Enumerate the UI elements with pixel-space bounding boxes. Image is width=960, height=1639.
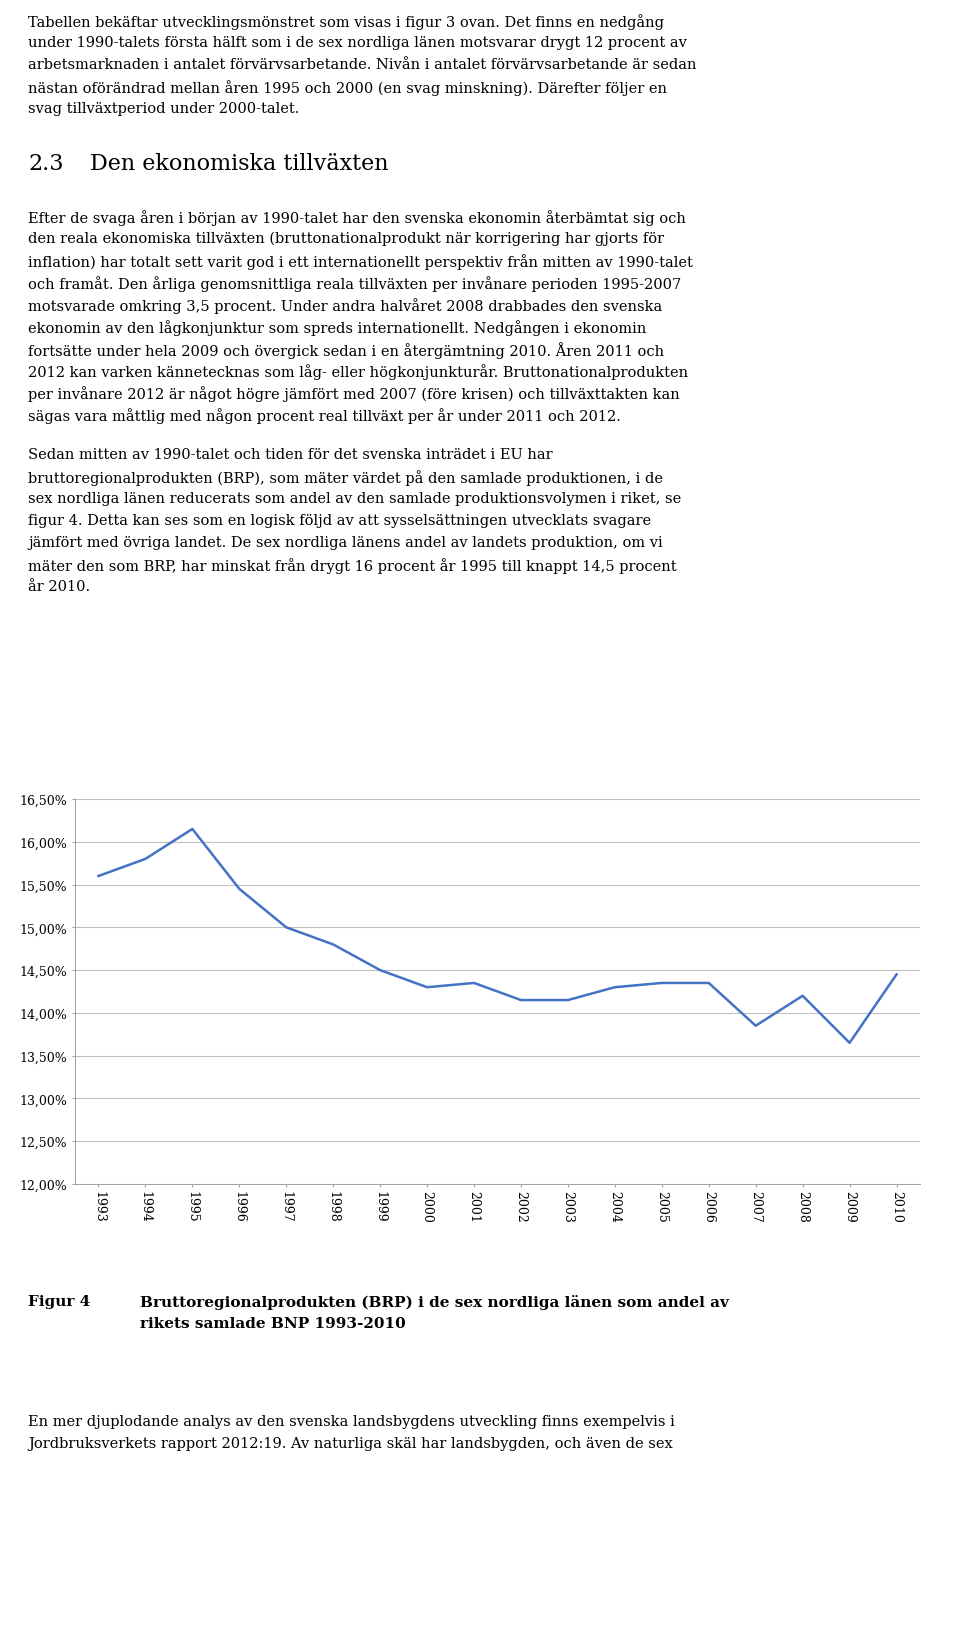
Text: mäter den som BRP, har minskat från drygt 16 procent år 1995 till knappt 14,5 pr: mäter den som BRP, har minskat från dryg…	[28, 557, 677, 574]
Text: arbetsmarknaden i antalet förvärvsarbetande. Nivån i antalet förvärvsarbetande ä: arbetsmarknaden i antalet förvärvsarbeta…	[28, 57, 697, 72]
Text: per invånare 2012 är något högre jämfört med 2007 (före krisen) och tillväxttakt: per invånare 2012 är något högre jämfört…	[28, 385, 680, 402]
Text: Bruttoregionalprodukten (BRP) i de sex nordliga länen som andel av: Bruttoregionalprodukten (BRP) i de sex n…	[140, 1295, 729, 1310]
Text: år 2010.: år 2010.	[28, 580, 90, 593]
Text: Sedan mitten av 1990-talet och tiden för det svenska inträdet i EU har: Sedan mitten av 1990-talet och tiden för…	[28, 447, 553, 462]
Text: svag tillväxtperiod under 2000-talet.: svag tillväxtperiod under 2000-talet.	[28, 102, 300, 116]
Text: Den ekonomiska tillväxten: Den ekonomiska tillväxten	[90, 152, 389, 175]
Text: sägas vara måttlig med någon procent real tillväxt per år under 2011 och 2012.: sägas vara måttlig med någon procent rea…	[28, 408, 621, 423]
Text: den reala ekonomiska tillväxten (bruttonationalprodukt när korrigering har gjort: den reala ekonomiska tillväxten (brutton…	[28, 231, 664, 246]
Text: under 1990-talets första hälft som i de sex nordliga länen motsvarar drygt 12 pr: under 1990-talets första hälft som i de …	[28, 36, 686, 49]
Text: Figur 4: Figur 4	[28, 1295, 90, 1308]
Text: rikets samlade BNP 1993-2010: rikets samlade BNP 1993-2010	[140, 1316, 406, 1331]
Text: Efter de svaga åren i början av 1990-talet har den svenska ekonomin återbämtat s: Efter de svaga åren i början av 1990-tal…	[28, 210, 685, 226]
Text: 2.3: 2.3	[28, 152, 63, 175]
Text: 2012 kan varken kännetecknas som låg- eller högkonjunkturår. Bruttonationalprodu: 2012 kan varken kännetecknas som låg- el…	[28, 364, 688, 380]
Text: ekonomin av den lågkonjunktur som spreds internationellt. Nedgången i ekonomin: ekonomin av den lågkonjunktur som spreds…	[28, 320, 646, 336]
Text: bruttoregionalprodukten (BRP), som mäter värdet på den samlade produktionen, i d: bruttoregionalprodukten (BRP), som mäter…	[28, 470, 663, 485]
Text: motsvarade omkring 3,5 procent. Under andra halvåret 2008 drabbades den svenska: motsvarade omkring 3,5 procent. Under an…	[28, 298, 662, 313]
Text: och framåt. Den årliga genomsnittliga reala tillväxten per invånare perioden 199: och framåt. Den årliga genomsnittliga re…	[28, 275, 682, 292]
Text: jämfört med övriga landet. De sex nordliga länens andel av landets produktion, o: jämfört med övriga landet. De sex nordli…	[28, 536, 662, 549]
Text: Tabellen bekäftar utvecklingsmönstret som visas i figur 3 ovan. Det finns en ned: Tabellen bekäftar utvecklingsmönstret so…	[28, 15, 664, 30]
Text: inflation) har totalt sett varit god i ett internationellt perspektiv från mitte: inflation) har totalt sett varit god i e…	[28, 254, 693, 270]
Text: Jordbruksverkets rapport 2012:19. Av naturliga skäl har landsbygden, och även de: Jordbruksverkets rapport 2012:19. Av nat…	[28, 1436, 673, 1451]
Text: fortsätte under hela 2009 och övergick sedan i en återgämtning 2010. Åren 2011 o: fortsätte under hela 2009 och övergick s…	[28, 343, 664, 359]
Text: nästan oförändrad mellan åren 1995 och 2000 (en svag minskning). Därefter följer: nästan oförändrad mellan åren 1995 och 2…	[28, 80, 667, 95]
Text: En mer djuplodande analys av den svenska landsbygdens utveckling finns exempelvi: En mer djuplodande analys av den svenska…	[28, 1414, 675, 1428]
Text: sex nordliga länen reducerats som andel av den samlade produktionsvolymen i rike: sex nordliga länen reducerats som andel …	[28, 492, 682, 506]
Text: figur 4. Detta kan ses som en logisk följd av att sysselsättningen utvecklats sv: figur 4. Detta kan ses som en logisk föl…	[28, 513, 651, 528]
